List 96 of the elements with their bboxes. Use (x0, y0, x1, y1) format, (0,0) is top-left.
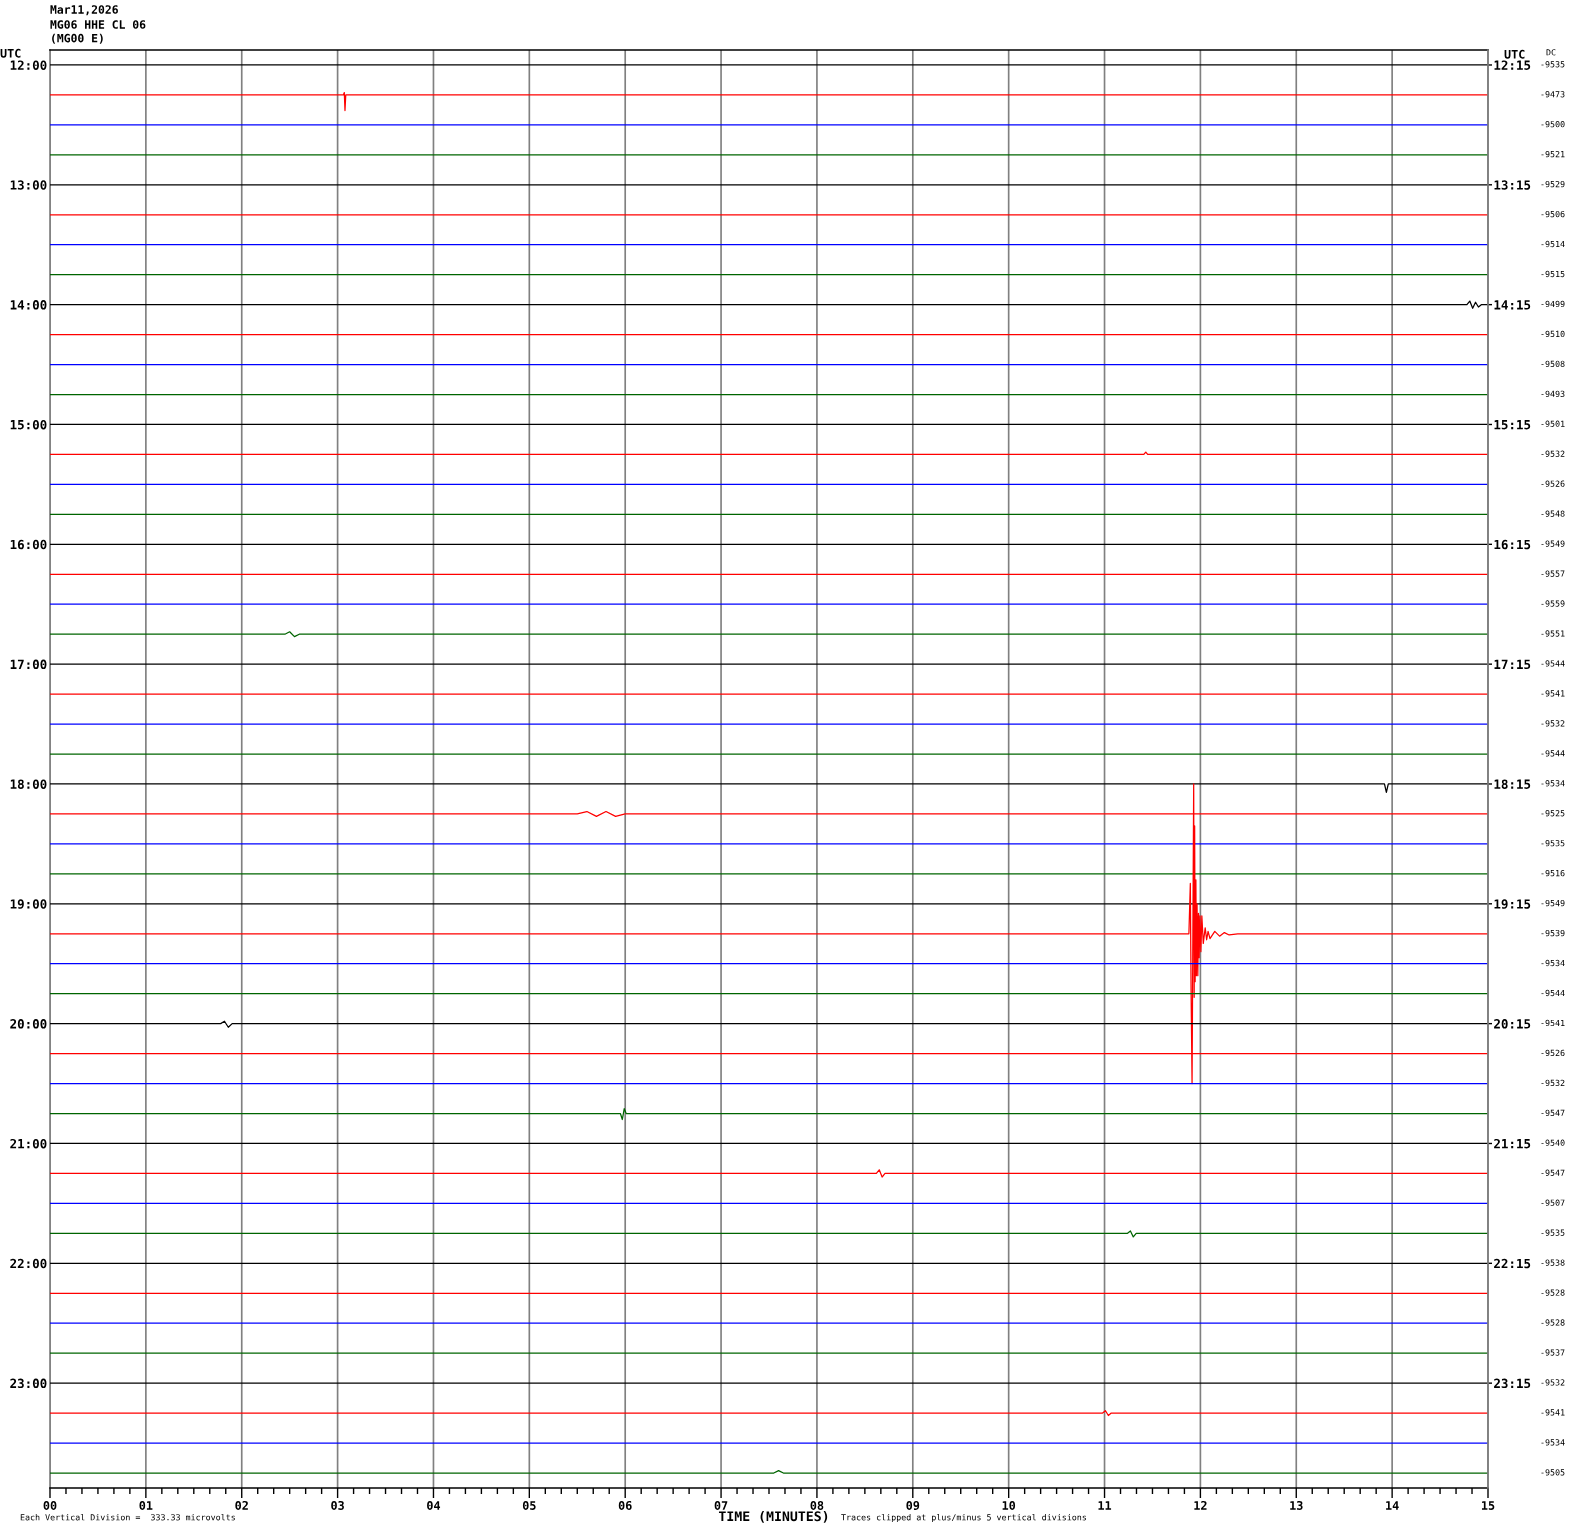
x-tick-label: 01 (139, 1500, 153, 1510)
x-axis-title: TIME (MINUTES) (718, 1511, 828, 1523)
y-tick-label: 12:00 (10, 60, 47, 70)
text: -9541 (1541, 1019, 1565, 1027)
y2-tick-label: 22:15 (1494, 1258, 1531, 1269)
text: -9501 (1541, 420, 1565, 427)
text: Traces clipped at plus/minus 5 vertical divisions (841, 1513, 1087, 1523)
text: -9514 (1541, 240, 1565, 248)
y2-tick-label: 20:15 (1494, 1019, 1531, 1029)
text: -9535 (1541, 1229, 1565, 1236)
x-tick-label: 15 (1481, 1501, 1495, 1510)
text: -9515 (1541, 270, 1565, 278)
text: -9505 (1541, 1469, 1565, 1476)
text: -9532 (1541, 450, 1565, 457)
text: -9534 (1541, 780, 1565, 787)
text: -9500 (1541, 121, 1565, 128)
text: -9541 (1541, 1409, 1565, 1416)
text: -9532 (1541, 720, 1565, 727)
text: -9549 (1541, 540, 1565, 547)
y-tick-label: 18:00 (10, 779, 47, 789)
text: -9534 (1541, 1439, 1565, 1446)
x-tick-label: 07 (714, 1500, 728, 1510)
text: -9544 (1541, 750, 1565, 757)
text: -9532 (1541, 1079, 1565, 1086)
text: -9526 (1541, 1049, 1565, 1057)
text: -9539 (1541, 929, 1565, 937)
x-tick-label: 08 (810, 1500, 824, 1510)
text: -9525 (1541, 810, 1565, 817)
text: -9544 (1541, 989, 1565, 997)
text: -9551 (1541, 630, 1565, 637)
text: -9499 (1541, 300, 1565, 308)
text: -9538 (1541, 1259, 1565, 1266)
y-tick-label: 22:00 (10, 1258, 47, 1269)
y-tick-label: 13:00 (10, 180, 47, 190)
text: -9534 (1541, 959, 1565, 967)
chart-subtitle: MG06 HHE CL 06 (MG00 E) (50, 20, 146, 44)
text: -9537 (1541, 1349, 1565, 1356)
text: -9549 (1541, 899, 1565, 907)
x-tick-label: 03 (331, 1500, 344, 1510)
text: -9528 (1541, 1289, 1565, 1296)
y2-tick-label: 19:15 (1494, 899, 1531, 909)
x-tick-label: 12 (1194, 1500, 1207, 1510)
text: -9493 (1541, 390, 1565, 397)
text: -9544 (1541, 660, 1565, 667)
text: -9548 (1541, 510, 1565, 517)
text: DC (1546, 49, 1556, 56)
x-tick-label: 10 (1002, 1500, 1016, 1510)
text: -9532 (1541, 1379, 1565, 1386)
y2-tick-label: 14:15 (1494, 300, 1531, 310)
text: -9559 (1541, 600, 1565, 607)
y-tick-label: 16:00 (10, 539, 47, 550)
text: -9473 (1541, 91, 1565, 98)
y2-tick-label: 18:15 (1494, 779, 1531, 789)
y2-tick-label: 23:15 (1494, 1378, 1531, 1389)
text: -9526 (1541, 480, 1565, 487)
text: -9547 (1541, 1109, 1565, 1116)
text: -9521 (1541, 150, 1565, 158)
y-tick-label: 15:00 (10, 419, 47, 430)
y-axis-title: UTC (0, 48, 21, 58)
text: -9540 (1541, 1139, 1565, 1146)
y-tick-label: 20:00 (10, 1019, 47, 1029)
x-tick-label: 00 (43, 1500, 57, 1510)
x-tick-label: 06 (618, 1500, 632, 1510)
text: -9529 (1541, 180, 1565, 188)
text: -9535 (1541, 61, 1565, 68)
y-tick-label: 19:00 (10, 899, 47, 909)
text: -9528 (1541, 1319, 1565, 1326)
text: -9510 (1541, 330, 1565, 338)
x-tick-label: 04 (427, 1500, 441, 1510)
x-tick-label: 09 (906, 1500, 920, 1510)
x-tick-label: 14 (1386, 1501, 1399, 1510)
text: -9507 (1541, 1199, 1565, 1206)
text: -9508 (1541, 360, 1565, 367)
text: -9535 (1541, 840, 1565, 847)
text: -9516 (1541, 869, 1565, 877)
x-tick-label: 05 (522, 1500, 536, 1510)
y-tick-label: 23:00 (10, 1378, 47, 1389)
y2-tick-label: 16:15 (1494, 539, 1531, 550)
x-tick-label: 11 (1098, 1501, 1112, 1510)
chart-title: Mar11,2026 (50, 5, 118, 16)
text: -9506 (1541, 210, 1565, 218)
y2-tick-label: 17:15 (1494, 659, 1531, 670)
y-tick-label: 17:00 (10, 659, 47, 670)
y2-tick-label: 12:15 (1494, 60, 1531, 70)
text: Each Vertical Division = 333.33 microvolts (20, 1513, 235, 1521)
y2-tick-label: 21:15 (1494, 1138, 1531, 1149)
text: -9557 (1541, 570, 1565, 577)
y2-axis-title: UTC (1504, 49, 1525, 59)
y-tick-label: 21:00 (10, 1138, 47, 1149)
text: -9541 (1541, 690, 1565, 697)
y2-tick-label: 13:15 (1494, 180, 1531, 190)
y2-tick-label: 15:15 (1494, 420, 1531, 430)
text: -9547 (1541, 1169, 1565, 1176)
x-tick-label: 13 (1290, 1500, 1303, 1510)
x-tick-label: 02 (235, 1500, 248, 1510)
y-tick-label: 14:00 (10, 300, 47, 310)
